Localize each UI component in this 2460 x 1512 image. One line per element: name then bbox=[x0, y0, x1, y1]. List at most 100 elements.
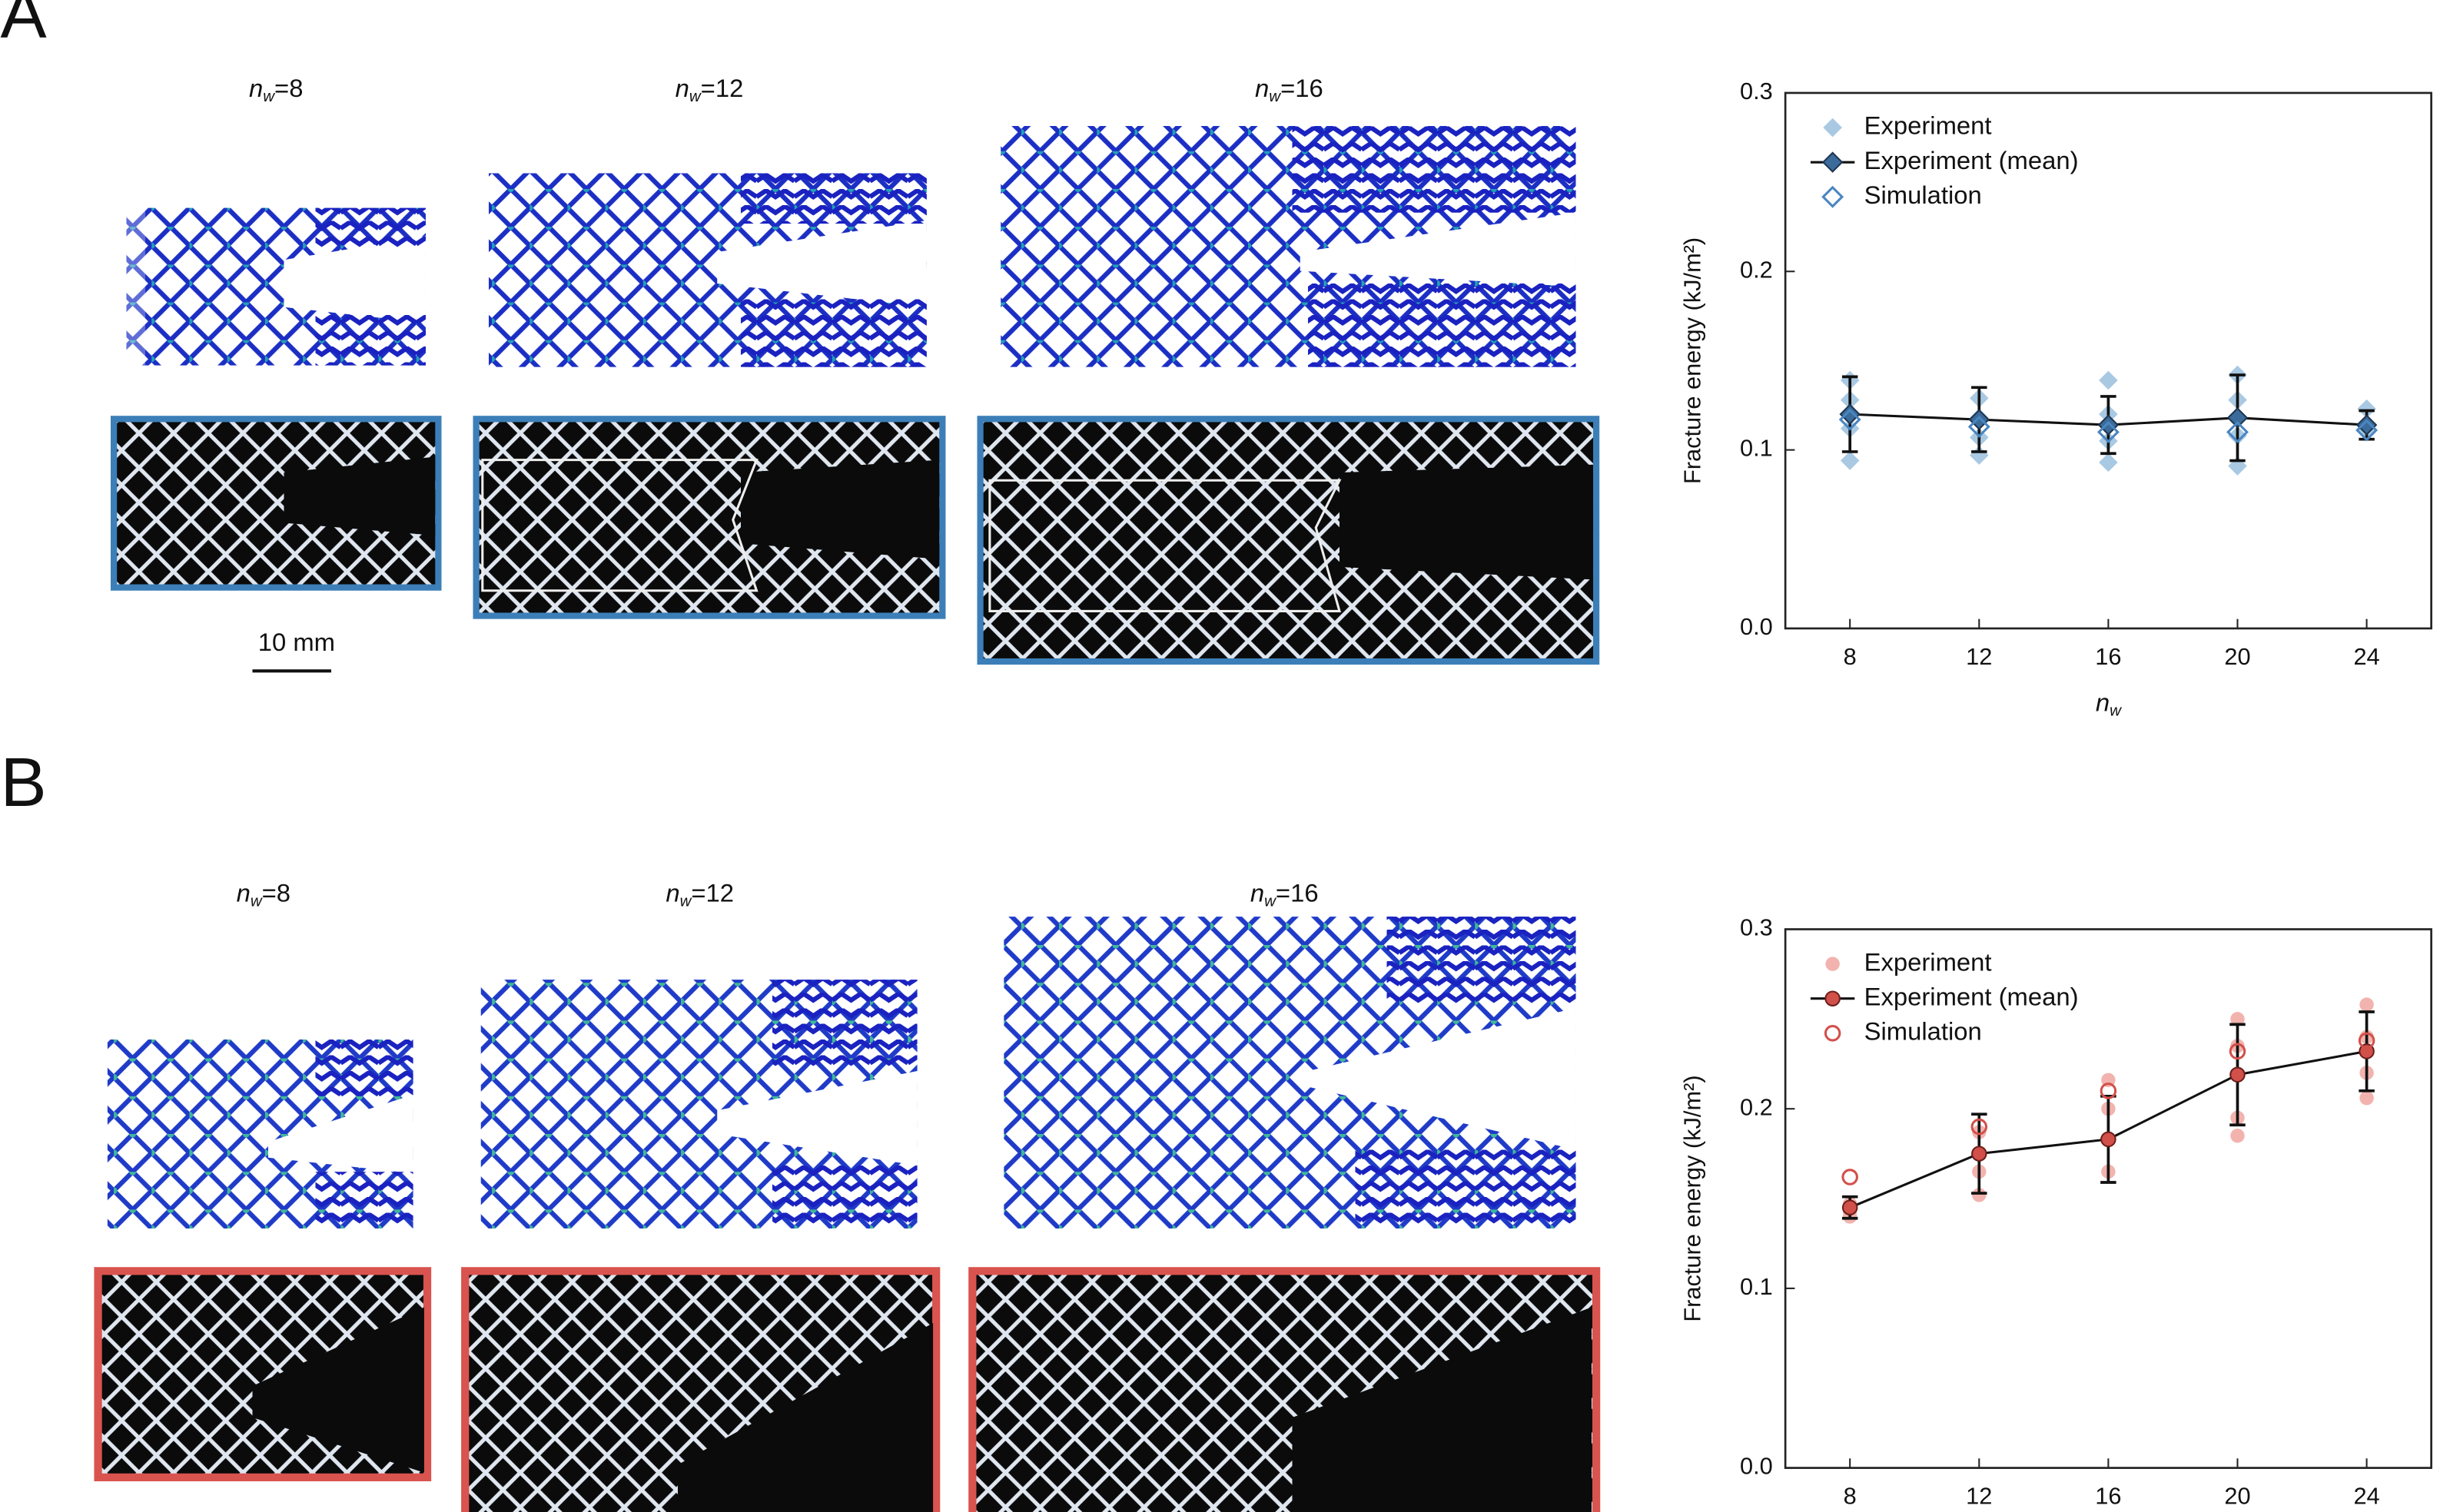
panel-a: A bbox=[0, 0, 1600, 673]
simulation-image bbox=[1004, 917, 1576, 1228]
subscript: w bbox=[1269, 88, 1281, 106]
panel-b: B bbox=[0, 744, 1601, 1512]
marker bbox=[1841, 1169, 1858, 1185]
marker bbox=[2229, 1066, 2246, 1083]
photo bbox=[977, 416, 1600, 665]
simulation-image bbox=[107, 1040, 413, 1228]
panel-label: A bbox=[0, 0, 46, 52]
y-tick-label: 0.3 bbox=[1740, 78, 1773, 104]
marker bbox=[2230, 1129, 2245, 1143]
marker bbox=[1838, 408, 1861, 431]
y-tick-label: 0.3 bbox=[1740, 914, 1773, 941]
marker bbox=[1841, 1199, 1858, 1215]
caption: nw=16 bbox=[1255, 74, 1323, 106]
y-tick-label: 0.1 bbox=[1740, 1273, 1773, 1300]
marker bbox=[2226, 420, 2249, 443]
subscript: w bbox=[689, 88, 702, 106]
scale-bar-label: 10 mm bbox=[258, 628, 335, 656]
x-tick-label: 16 bbox=[2095, 643, 2121, 670]
variable: n bbox=[1250, 878, 1264, 907]
caption-text: =8 bbox=[274, 74, 303, 102]
caption-text: =12 bbox=[691, 878, 734, 907]
subscript: w bbox=[251, 893, 263, 910]
x-tick-label: 8 bbox=[1844, 643, 1857, 670]
caption-text: =12 bbox=[701, 74, 744, 102]
legend-label: Simulation bbox=[1864, 1016, 1982, 1045]
marker bbox=[1839, 403, 1861, 425]
marker bbox=[1972, 1188, 1987, 1202]
caption-text: =16 bbox=[1280, 74, 1323, 102]
marker bbox=[1840, 451, 1860, 470]
marker bbox=[2099, 453, 2118, 472]
marker bbox=[2226, 407, 2249, 429]
simulation-image bbox=[488, 173, 927, 367]
x-tick-label: 12 bbox=[1966, 643, 1992, 670]
x-tick-label: 12 bbox=[1966, 1483, 1992, 1510]
marker bbox=[2097, 414, 2120, 436]
y-axis-label: Fracture energy (kJ/m²) bbox=[1678, 237, 1705, 484]
variable: n bbox=[237, 878, 251, 907]
subscript: w bbox=[263, 88, 275, 106]
marker bbox=[2359, 1090, 2374, 1106]
marker bbox=[2355, 414, 2378, 436]
panel-label: B bbox=[0, 744, 46, 821]
caption: nw=8 bbox=[237, 878, 290, 910]
photo bbox=[473, 416, 946, 619]
legend-marker bbox=[1821, 151, 1844, 173]
marker bbox=[1970, 1118, 1988, 1136]
marker bbox=[1967, 415, 1990, 438]
marker bbox=[2100, 1083, 2117, 1099]
marker bbox=[2358, 1032, 2375, 1049]
marker bbox=[2229, 1043, 2246, 1060]
simulation-image bbox=[1001, 126, 1576, 367]
legend-marker bbox=[1825, 957, 1840, 971]
y-tick-label: 0.1 bbox=[1740, 435, 1773, 462]
x-tick-label: 16 bbox=[2095, 1483, 2121, 1510]
legend-label: Simulation bbox=[1864, 181, 1982, 209]
legend-label: Experiment (mean) bbox=[1864, 146, 2079, 174]
legend-marker bbox=[1823, 118, 1842, 138]
subscript: w bbox=[2110, 702, 2122, 720]
variable: n bbox=[249, 74, 263, 102]
x-axis-label: nw bbox=[2096, 688, 2122, 720]
y-tick-label: 0.2 bbox=[1740, 256, 1773, 283]
photo bbox=[461, 1267, 941, 1512]
caption: nw=8 bbox=[249, 74, 303, 106]
y-tick-label: 0.0 bbox=[1740, 613, 1773, 640]
marker bbox=[1968, 409, 1990, 430]
legend-label: Experiment (mean) bbox=[1864, 982, 2079, 1010]
caption-text: =16 bbox=[1276, 878, 1319, 907]
caption: nw=12 bbox=[666, 878, 734, 910]
marker bbox=[2230, 1012, 2245, 1026]
legend-marker bbox=[1821, 185, 1844, 208]
subscript: w bbox=[680, 893, 692, 910]
marker bbox=[2100, 1131, 2116, 1148]
caption-text: =8 bbox=[262, 878, 290, 907]
simulation-image bbox=[480, 980, 918, 1228]
x-tick-label: 20 bbox=[2224, 643, 2250, 670]
marker bbox=[2355, 419, 2379, 442]
marker bbox=[2359, 997, 2374, 1012]
variable: n bbox=[2096, 688, 2110, 716]
photo bbox=[110, 416, 442, 591]
x-tick-label: 8 bbox=[1844, 1483, 1857, 1510]
x-tick-label: 24 bbox=[2353, 643, 2379, 670]
marker bbox=[1971, 1146, 1987, 1162]
caption: nw=16 bbox=[1250, 878, 1319, 910]
x-tick-label: 20 bbox=[2224, 1483, 2250, 1510]
photo bbox=[94, 1267, 432, 1482]
legend-label: Experiment bbox=[1864, 947, 1992, 976]
y-tick-label: 0.2 bbox=[1740, 1093, 1773, 1120]
variable: n bbox=[666, 878, 679, 907]
y-tick-label: 0.0 bbox=[1740, 1453, 1773, 1480]
marker bbox=[2099, 370, 2118, 390]
marker bbox=[2096, 420, 2120, 443]
legend-marker bbox=[1824, 1025, 1841, 1042]
caption: nw=12 bbox=[676, 74, 744, 106]
photo bbox=[968, 1267, 1601, 1512]
simulation-image bbox=[126, 207, 426, 366]
y-axis-label: Fracture energy (kJ/m²) bbox=[1678, 1075, 1705, 1321]
variable: n bbox=[676, 74, 689, 102]
